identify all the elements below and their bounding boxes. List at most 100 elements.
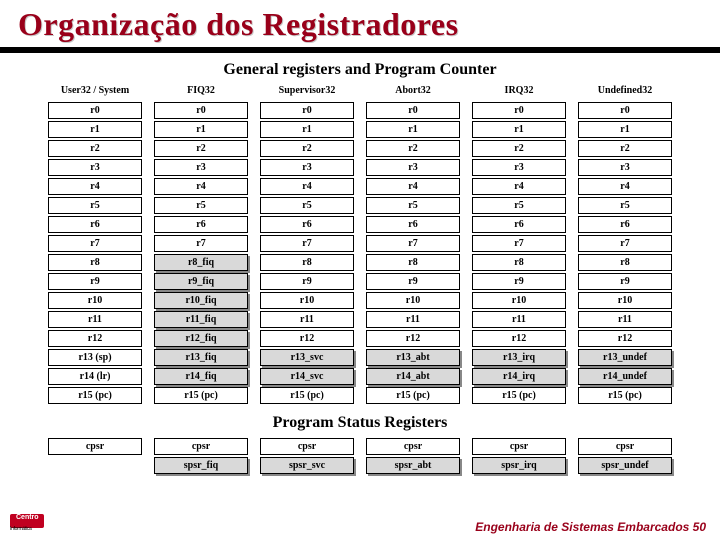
register-cell: r15 (pc) (154, 387, 248, 404)
register-cell: r7 (48, 235, 142, 252)
register-cell: r8_fiq (154, 254, 248, 271)
register-cell: r14_abt (366, 368, 460, 385)
register-cell: r13 (sp) (48, 349, 142, 366)
register-cell: r4 (578, 178, 672, 195)
register-cell: r9 (472, 273, 566, 290)
register-cell: r12 (578, 330, 672, 347)
psr-cell: cpsr (578, 438, 672, 455)
column-header: Supervisor32 (260, 85, 354, 100)
register-cell: r4 (154, 178, 248, 195)
register-cell: r1 (472, 121, 566, 138)
registers-grid: User32 / System r0 r1 r2 r3 r4 r5 r6 r7 r8 r9 r10 r1… (48, 85, 672, 404)
register-cell: r12_fiq (154, 330, 248, 347)
register-cell: r2 (48, 140, 142, 157)
slide-title: Organização dos Registradores (18, 6, 702, 43)
logo-red-text: Centro (16, 514, 39, 521)
register-cell: r6 (260, 216, 354, 233)
register-column: User32 / Systemr0r1r2r3r4r5r6r7r8r9r10r1… (48, 85, 142, 404)
register-cell: r15 (pc) (472, 387, 566, 404)
register-cell: r6 (578, 216, 672, 233)
register-cell: r1 (366, 121, 460, 138)
psr-cell: spsr_abt (366, 457, 460, 474)
register-cell: r10_fiq (154, 292, 248, 309)
register-cell: r1 (260, 121, 354, 138)
register-cell: r14_undef (578, 368, 672, 385)
psr-cell: cpsr (260, 438, 354, 455)
section-psr: Program Status Registers (18, 414, 702, 432)
register-cell: r14_fiq (154, 368, 248, 385)
register-cell: r11_fiq (154, 311, 248, 328)
register-cell: r5 (260, 197, 354, 214)
register-cell: r11 (48, 311, 142, 328)
register-cell: r9 (48, 273, 142, 290)
register-cell: r1 (154, 121, 248, 138)
register-cell: r1 (578, 121, 672, 138)
register-cell: r11 (472, 311, 566, 328)
psr-column: cpsrspsr_irq (472, 438, 566, 474)
register-cell: r7 (154, 235, 248, 252)
register-column: FIQ32r0r1r2r3r4r5r6r7r8_fiqr9_fiqr10_fiq… (154, 85, 248, 404)
register-cell: r1 (48, 121, 142, 138)
register-cell: r3 (472, 159, 566, 176)
register-cell: r10 (578, 292, 672, 309)
register-cell: r6 (472, 216, 566, 233)
register-cell: r11 (578, 311, 672, 328)
register-cell: r9 (578, 273, 672, 290)
register-cell: r13_abt (366, 349, 460, 366)
psr-cell: spsr_fiq (154, 457, 248, 474)
register-cell: r10 (472, 292, 566, 309)
register-cell: r3 (154, 159, 248, 176)
register-column: Undefined32r0r1r2r3r4r5r6r7r8r9r10r11r12… (578, 85, 672, 404)
register-cell: r0 (366, 102, 460, 119)
register-cell: r8 (48, 254, 142, 271)
register-cell: r0 (48, 102, 142, 119)
register-cell: r11 (260, 311, 354, 328)
register-cell: r9_fiq (154, 273, 248, 290)
register-cell: r14 (lr) (48, 368, 142, 385)
register-cell: r10 (366, 292, 460, 309)
register-cell: r11 (366, 311, 460, 328)
psr-column: cpsr spsr_abt (366, 438, 460, 474)
column-header: User32 / System (48, 85, 142, 100)
register-cell: r4 (48, 178, 142, 195)
register-cell: r13_undef (578, 349, 672, 366)
register-cell: r5 (472, 197, 566, 214)
register-cell: r8 (366, 254, 460, 271)
register-cell: r2 (366, 140, 460, 157)
register-cell: r12 (366, 330, 460, 347)
register-cell: r5 (48, 197, 142, 214)
register-cell: r2 (154, 140, 248, 157)
register-cell: r0 (154, 102, 248, 119)
register-cell: r14_irq (472, 368, 566, 385)
register-cell: r12 (48, 330, 142, 347)
register-cell: r4 (472, 178, 566, 195)
register-cell: r8 (472, 254, 566, 271)
register-cell: r7 (260, 235, 354, 252)
register-cell: r0 (472, 102, 566, 119)
title-rule (0, 47, 720, 53)
column-header: IRQ32 (472, 85, 566, 100)
register-cell: r8 (260, 254, 354, 271)
psr-cell: spsr_undef (578, 457, 672, 474)
logo-sub-text: Informática (10, 526, 31, 532)
register-cell: r15 (pc) (366, 387, 460, 404)
register-cell: r15 (pc) (48, 387, 142, 404)
psr-column: cpsr (48, 438, 142, 474)
register-column: IRQ32r0r1r2r3r4r5r6r7r8r9r10r11r12r13_ir… (472, 85, 566, 404)
psr-cell: cpsr (48, 438, 142, 455)
psr-cell: spsr_irq (472, 457, 566, 474)
register-cell: r13_fiq (154, 349, 248, 366)
register-cell: r0 (260, 102, 354, 119)
register-cell: r15 (pc) (578, 387, 672, 404)
register-column: Supervisor32r0r1r2r3r4r5r6r7r8r9r10r11r1… (260, 85, 354, 404)
register-cell: r2 (578, 140, 672, 157)
register-cell: r4 (366, 178, 460, 195)
register-cell: r5 (366, 197, 460, 214)
psr-column: cpsr spsr_undef (578, 438, 672, 474)
register-cell: r3 (48, 159, 142, 176)
psr-cell: cpsr (366, 438, 460, 455)
psr-cell: spsr_svc (260, 457, 354, 474)
logo: Centro Informática (10, 512, 68, 534)
register-cell: r10 (260, 292, 354, 309)
register-cell: r3 (366, 159, 460, 176)
